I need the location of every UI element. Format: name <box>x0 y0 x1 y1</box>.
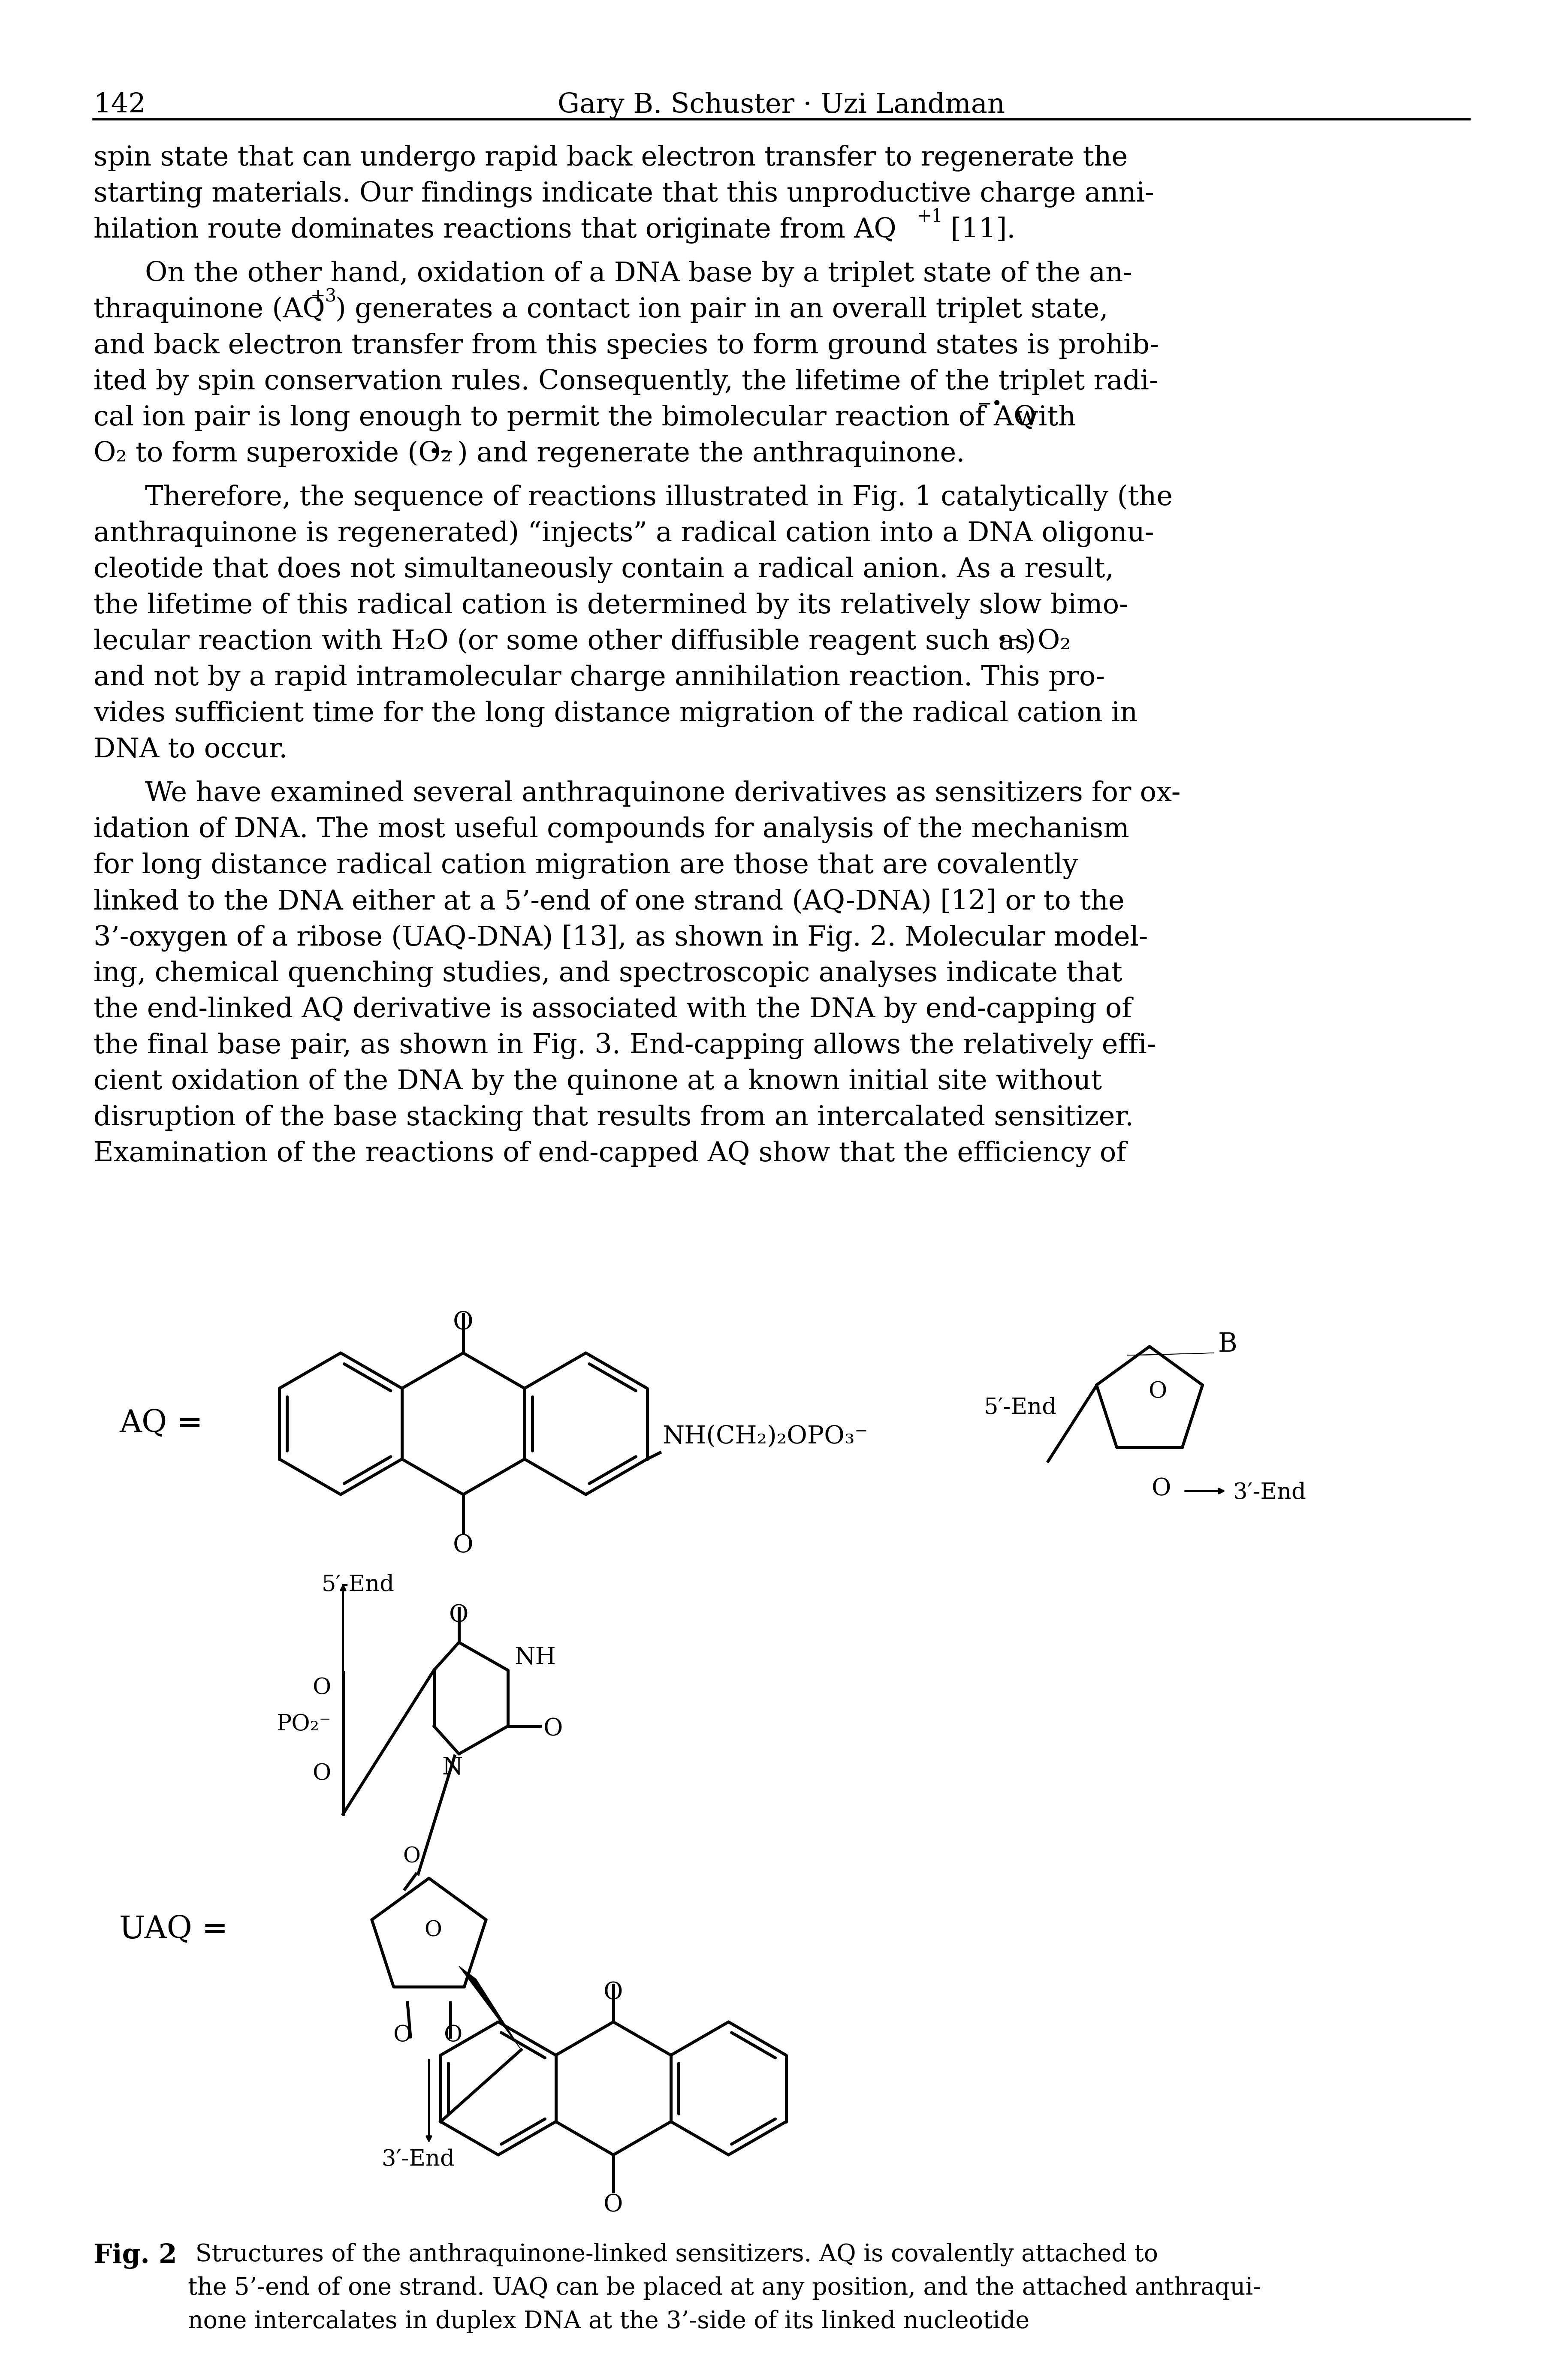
Text: O: O <box>603 2194 624 2216</box>
Text: linked to the DNA either at a 5’-end of one strand (AQ-DNA) [12] or to the: linked to the DNA either at a 5’-end of … <box>94 888 1124 914</box>
Text: O: O <box>403 1847 420 1868</box>
Text: disruption of the base stacking that results from an intercalated sensitizer.: disruption of the base stacking that res… <box>94 1104 1133 1130</box>
Text: 3′-End: 3′-End <box>381 2149 455 2171</box>
Text: Examination of the reactions of end-capped AQ show that the efficiency of: Examination of the reactions of end-capp… <box>94 1140 1127 1166</box>
Text: •−: •− <box>997 631 1022 650</box>
Text: Gary B. Schuster · Uzi Landman: Gary B. Schuster · Uzi Landman <box>558 93 1005 119</box>
Text: cleotide that does not simultaneously contain a radical anion. As a result,: cleotide that does not simultaneously co… <box>94 557 1114 583</box>
Text: N: N <box>442 1756 463 1780</box>
Text: thraquinone (AQ: thraquinone (AQ <box>94 298 325 324</box>
Text: ing, chemical quenching studies, and spectroscopic analyses indicate that: ing, chemical quenching studies, and spe… <box>94 962 1122 988</box>
Text: UAQ =: UAQ = <box>119 1914 228 1944</box>
Text: Fig. 2: Fig. 2 <box>94 2242 177 2268</box>
Text: ited by spin conservation rules. Consequently, the lifetime of the triplet radi-: ited by spin conservation rules. Consequ… <box>94 369 1158 395</box>
Text: We have examined several anthraquinone derivatives as sensitizers for ox-: We have examined several anthraquinone d… <box>145 781 1180 807</box>
Text: ): ) <box>1025 628 1036 654</box>
Text: NH: NH <box>514 1645 556 1668</box>
Text: idation of DNA. The most useful compounds for analysis of the mechanism: idation of DNA. The most useful compound… <box>94 816 1128 843</box>
Text: Therefore, the sequence of reactions illustrated in Fig. 1 catalytically (the: Therefore, the sequence of reactions ill… <box>145 486 1172 512</box>
Text: NH(CH₂)₂OPO₃⁻: NH(CH₂)₂OPO₃⁻ <box>663 1423 867 1449</box>
Text: •−: •− <box>428 443 455 462</box>
Text: and not by a rapid intramolecular charge annihilation reaction. This pro-: and not by a rapid intramolecular charge… <box>94 664 1105 690</box>
Text: 3′-End: 3′-End <box>1233 1483 1307 1504</box>
Text: the final base pair, as shown in Fig. 3. End-capping allows the relatively effi-: the final base pair, as shown in Fig. 3.… <box>94 1033 1157 1059</box>
Text: PO₂⁻: PO₂⁻ <box>277 1714 331 1735</box>
Text: the lifetime of this radical cation is determined by its relatively slow bimo-: the lifetime of this radical cation is d… <box>94 593 1128 619</box>
Text: O: O <box>425 1921 442 1942</box>
Text: and back electron transfer from this species to form ground states is prohib-: and back electron transfer from this spe… <box>94 333 1158 359</box>
Text: O: O <box>1149 1380 1168 1402</box>
Text: O: O <box>544 1718 563 1740</box>
Text: 142: 142 <box>94 93 145 119</box>
Text: B: B <box>1218 1330 1238 1357</box>
Text: DNA to occur.: DNA to occur. <box>94 738 288 764</box>
Text: cient oxidation of the DNA by the quinone at a known initial site without: cient oxidation of the DNA by the quinon… <box>94 1069 1102 1095</box>
Text: spin state that can undergo rapid back electron transfer to regenerate the: spin state that can undergo rapid back e… <box>94 145 1128 171</box>
Text: 5′-End: 5′-End <box>322 1573 394 1595</box>
Text: for long distance radical cation migration are those that are covalently: for long distance radical cation migrati… <box>94 852 1078 878</box>
Text: O: O <box>1152 1478 1171 1502</box>
Text: O: O <box>603 1980 624 2004</box>
Text: Structures of the anthraquinone-linked sensitizers. AQ is covalently attached to: Structures of the anthraquinone-linked s… <box>188 2242 1261 2332</box>
Text: O: O <box>449 1604 469 1628</box>
Text: O: O <box>313 1678 331 1699</box>
Text: On the other hand, oxidation of a DNA base by a triplet state of the an-: On the other hand, oxidation of a DNA ba… <box>145 262 1132 288</box>
Text: vides sufficient time for the long distance migration of the radical cation in: vides sufficient time for the long dista… <box>94 700 1138 728</box>
Text: −•: −• <box>977 395 1002 414</box>
Polygon shape <box>460 1966 520 2049</box>
Text: cal ion pair is long enough to permit the bimolecular reaction of AQ: cal ion pair is long enough to permit th… <box>94 405 1036 431</box>
Text: O: O <box>453 1533 474 1557</box>
Text: hilation route dominates reactions that originate from AQ: hilation route dominates reactions that … <box>94 217 896 243</box>
Text: ) generates a contact ion pair in an overall triplet state,: ) generates a contact ion pair in an ove… <box>336 298 1108 324</box>
Text: anthraquinone is regenerated) “injects” a radical cation into a DNA oligonu-: anthraquinone is regenerated) “injects” … <box>94 521 1153 547</box>
Text: lecular reaction with H₂O (or some other diffusible reagent such as O₂: lecular reaction with H₂O (or some other… <box>94 628 1071 654</box>
Text: [11].: [11]. <box>942 217 1016 243</box>
Text: O₂ to form superoxide (O₂: O₂ to form superoxide (O₂ <box>94 440 452 466</box>
Text: 5′-End: 5′-End <box>983 1397 1057 1418</box>
Text: O: O <box>444 2023 463 2047</box>
Text: O: O <box>394 2023 411 2047</box>
Text: O: O <box>453 1309 474 1335</box>
Text: O: O <box>313 1764 331 1785</box>
Text: +1: +1 <box>917 207 942 226</box>
Text: starting materials. Our findings indicate that this unproductive charge anni-: starting materials. Our findings indicat… <box>94 181 1153 207</box>
Text: AQ =: AQ = <box>119 1409 203 1440</box>
Text: with: with <box>1007 405 1075 431</box>
Text: 3’-oxygen of a ribose (UAQ-DNA) [13], as shown in Fig. 2. Molecular model-: 3’-oxygen of a ribose (UAQ-DNA) [13], as… <box>94 923 1147 952</box>
Text: the end-linked AQ derivative is associated with the DNA by end-capping of: the end-linked AQ derivative is associat… <box>94 997 1132 1023</box>
Text: ) and regenerate the anthraquinone.: ) and regenerate the anthraquinone. <box>458 440 964 466</box>
Text: +3: +3 <box>311 288 336 305</box>
